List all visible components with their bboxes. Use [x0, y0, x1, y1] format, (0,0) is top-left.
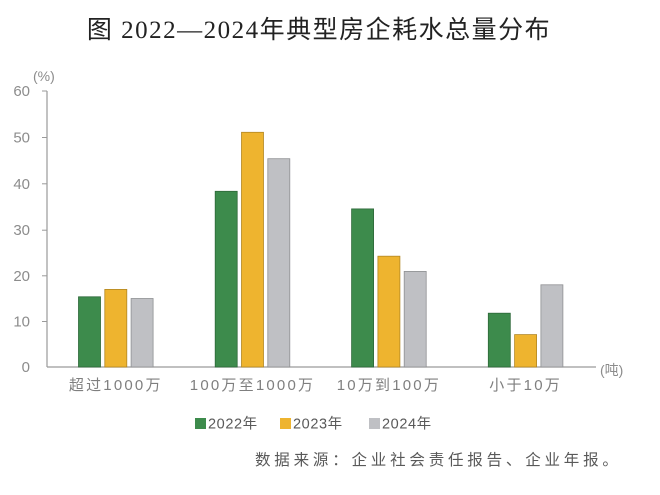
- svg-text:(%): (%): [33, 68, 55, 84]
- svg-text:2024年: 2024年: [382, 416, 432, 433]
- svg-text:(吨): (吨): [600, 362, 623, 378]
- svg-text:40: 40: [13, 176, 30, 193]
- svg-text:100万至1000万: 100万至1000万: [190, 377, 315, 394]
- svg-text:数据来源：企业社会责任报告、企业年报。: 数据来源：企业社会责任报告、企业年报。: [255, 451, 622, 469]
- svg-text:2022年: 2022年: [208, 416, 258, 433]
- svg-text:10: 10: [13, 314, 30, 331]
- svg-text:0: 0: [22, 359, 30, 376]
- svg-text:小于10万: 小于10万: [489, 377, 562, 394]
- svg-text:60: 60: [13, 83, 30, 100]
- svg-text:超过1000万: 超过1000万: [69, 377, 163, 394]
- svg-text:10万到100万: 10万到100万: [337, 377, 441, 394]
- svg-text:30: 30: [13, 222, 30, 239]
- svg-text:2023年: 2023年: [293, 416, 343, 433]
- svg-text:50: 50: [13, 130, 30, 147]
- svg-text:20: 20: [13, 268, 30, 285]
